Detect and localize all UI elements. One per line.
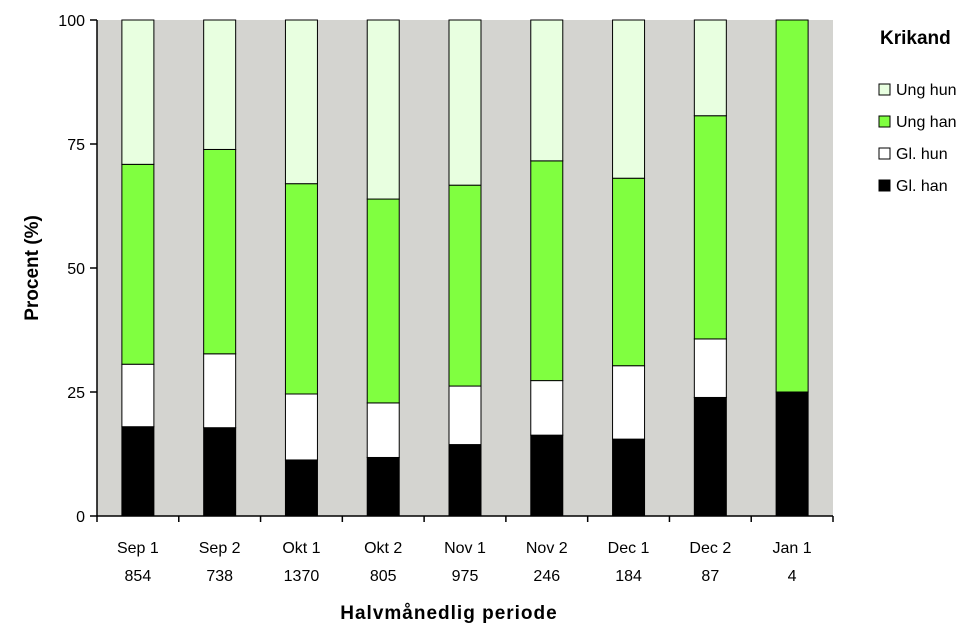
x-tick-label: Nov 1: [444, 540, 486, 557]
bar-segment-gl-hun: [366, 402, 400, 458]
bar-segment-gl-hun: [530, 380, 564, 436]
bar-segment-ung-han: [530, 160, 564, 382]
y-tick-label: 50: [67, 261, 85, 278]
bar-segment-ung-han: [448, 184, 482, 387]
sample-size-label: 738: [206, 568, 233, 585]
bar-segment-ung-hun: [203, 19, 237, 150]
legend-label: Gl. han: [896, 178, 948, 195]
bar-segment-ung-han: [775, 19, 809, 393]
sample-size-label: 246: [533, 568, 560, 585]
sample-size-label: 1370: [284, 568, 320, 585]
legend-swatch: [878, 147, 891, 160]
bar-segment-gl-han: [121, 426, 155, 517]
x-tick-label: Nov 2: [526, 540, 568, 557]
y-tick-label: 100: [58, 13, 85, 30]
bar-segment-gl-han: [448, 444, 482, 517]
legend-label: Gl. hun: [896, 146, 948, 163]
x-tick-label: Okt 1: [282, 540, 320, 557]
x-tick-labels: Sep 1 854 Sep 2 738 Okt 1 1370 Okt 2 805 Nov 1 97…: [117, 540, 812, 585]
bar-segment-ung-hun: [366, 19, 400, 200]
bar-segment-gl-han: [366, 456, 400, 517]
bar-segment-gl-hun: [693, 338, 727, 398]
x-tick-label: Sep 2: [199, 540, 241, 557]
bar-segment-ung-hun: [693, 19, 727, 117]
y-tick-label: 25: [67, 385, 85, 402]
sample-size-label: 4: [788, 568, 797, 585]
x-tick-label: Jan 1: [773, 540, 812, 557]
x-tick-label: Dec 2: [689, 540, 731, 557]
bar-segment-ung-han: [284, 183, 318, 395]
legend-swatch: [878, 179, 891, 192]
bar-segment-gl-hun: [284, 393, 318, 461]
legend-swatch: [878, 83, 891, 96]
bar-segment-ung-hun: [612, 19, 646, 179]
x-axis-title: Halvmånedlig periode: [340, 603, 557, 624]
bar-segment-gl-han: [612, 438, 646, 517]
bar-segment-ung-hun: [448, 19, 482, 186]
y-tick-label: 0: [76, 509, 85, 526]
sample-size-label: 805: [370, 568, 397, 585]
bar-segment-gl-han: [693, 396, 727, 517]
bar-segment-ung-han: [121, 163, 155, 365]
bar-segment-ung-han: [693, 115, 727, 340]
bar-segment-ung-hun: [284, 19, 318, 185]
axes-group: [90, 19, 834, 522]
x-tick-label: Okt 2: [364, 540, 402, 557]
y-tick-label: 75: [67, 137, 85, 154]
bar-segment-gl-hun: [121, 363, 155, 428]
sample-size-label: 854: [125, 568, 152, 585]
y-axis-title: Procent (%): [22, 215, 43, 321]
bar-segment-gl-hun: [612, 365, 646, 440]
bar-segment-gl-han: [775, 391, 809, 517]
bar-segment-ung-han: [612, 177, 646, 367]
y-tick-labels: 0 25 50 75 100: [58, 13, 85, 526]
bar-segment-ung-hun: [121, 19, 155, 165]
legend-label: Ung han: [896, 114, 957, 131]
chart-title: Krikand: [880, 28, 951, 49]
bars-group: [121, 19, 809, 517]
bar-segment-gl-hun: [203, 353, 237, 429]
x-tick-label: Dec 1: [608, 540, 650, 557]
sample-size-label: 87: [701, 568, 719, 585]
bar-segment-gl-hun: [448, 385, 482, 446]
bar-segment-ung-han: [366, 198, 400, 404]
bar-segment-ung-han: [203, 148, 237, 355]
legend-label: Ung hun: [896, 82, 957, 99]
bar-segment-gl-han: [284, 459, 318, 517]
bar-segment-ung-hun: [530, 19, 564, 162]
legend-swatch: [878, 115, 891, 128]
bar-segment-gl-han: [203, 427, 237, 517]
sample-size-label: 975: [452, 568, 479, 585]
bar-segment-gl-han: [530, 434, 564, 517]
sample-size-label: 184: [615, 568, 642, 585]
legend: Ung hun Ung han Gl. hun Gl. han: [878, 82, 957, 195]
x-tick-label: Sep 1: [117, 540, 159, 557]
